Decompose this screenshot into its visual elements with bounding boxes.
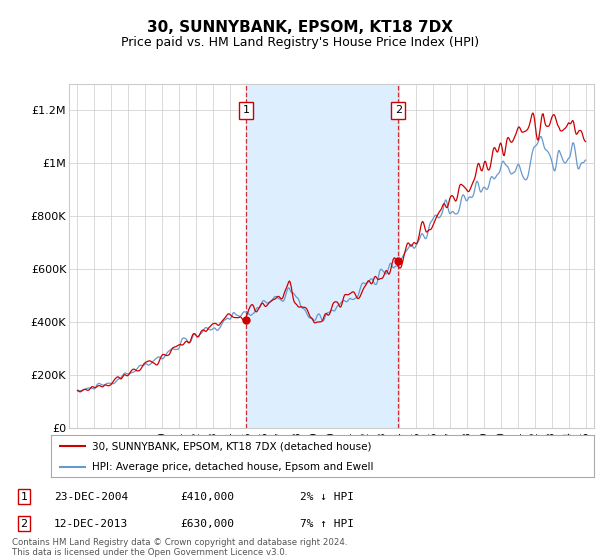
Text: 2: 2 xyxy=(395,105,402,115)
Text: 1: 1 xyxy=(243,105,250,115)
Text: 7% ↑ HPI: 7% ↑ HPI xyxy=(300,519,354,529)
Text: 1: 1 xyxy=(20,492,28,502)
Text: 12-DEC-2013: 12-DEC-2013 xyxy=(54,519,128,529)
Text: £630,000: £630,000 xyxy=(180,519,234,529)
Text: 23-DEC-2004: 23-DEC-2004 xyxy=(54,492,128,502)
Text: Price paid vs. HM Land Registry's House Price Index (HPI): Price paid vs. HM Land Registry's House … xyxy=(121,36,479,49)
Text: 30, SUNNYBANK, EPSOM, KT18 7DX (detached house): 30, SUNNYBANK, EPSOM, KT18 7DX (detached… xyxy=(92,441,371,451)
Text: 30, SUNNYBANK, EPSOM, KT18 7DX: 30, SUNNYBANK, EPSOM, KT18 7DX xyxy=(147,20,453,35)
Text: £410,000: £410,000 xyxy=(180,492,234,502)
Text: HPI: Average price, detached house, Epsom and Ewell: HPI: Average price, detached house, Epso… xyxy=(92,461,373,472)
Text: Contains HM Land Registry data © Crown copyright and database right 2024.
This d: Contains HM Land Registry data © Crown c… xyxy=(12,538,347,557)
Bar xyxy=(247,84,398,428)
Text: 2: 2 xyxy=(20,519,28,529)
Text: 2% ↓ HPI: 2% ↓ HPI xyxy=(300,492,354,502)
